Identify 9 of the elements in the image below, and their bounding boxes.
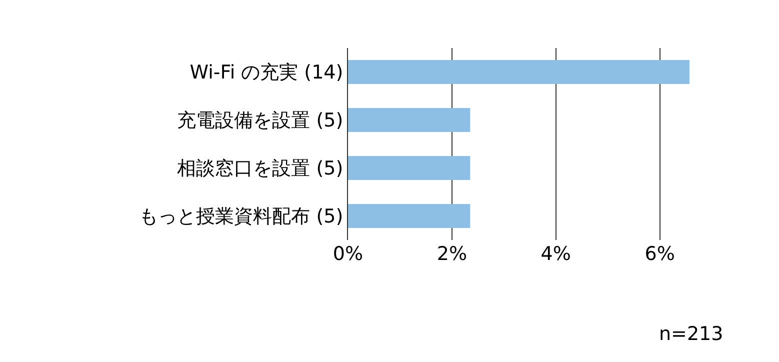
x-tick-label: 6% — [644, 243, 675, 265]
y-tick-label: 充電設備を設置 (5) — [177, 110, 344, 132]
x-tick-label: 0% — [332, 243, 364, 265]
x-tick-label: 4% — [540, 243, 571, 265]
x-tick-label: 2% — [436, 243, 468, 265]
y-tick-label: 相談窓口を設置 (5) — [177, 158, 344, 180]
text: n=213 — [659, 323, 724, 345]
y-tick-label: もっと授業資料配布 (5) — [139, 206, 344, 228]
y-tick-label: Wi-Fi の充実 (14) — [190, 62, 344, 84]
